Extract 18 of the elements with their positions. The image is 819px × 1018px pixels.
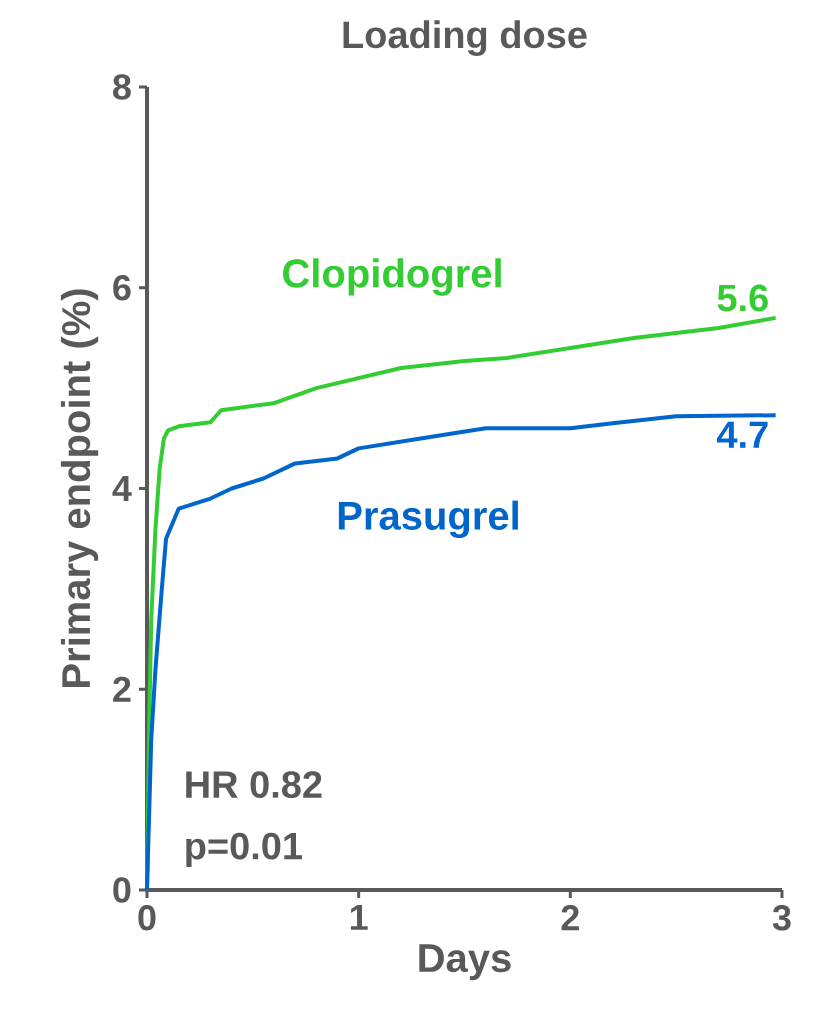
y-tick-label: 4: [112, 476, 132, 501]
y-tick-label: 8: [113, 74, 131, 100]
x-tick-label: 3: [772, 905, 791, 931]
chart-title: Loading dose: [343, 20, 587, 56]
y-tick-label: 0: [113, 877, 131, 903]
x-tick-label: 2: [561, 905, 579, 931]
series-label: Clopidogrel: [283, 258, 501, 296]
y-axis-title: Primary endpoint (%): [60, 289, 99, 687]
series-label: Prasugrel: [338, 500, 518, 539]
x-axis-title: Days: [419, 944, 511, 981]
annotation: 4.7: [716, 421, 768, 448]
annotation: 5.6: [717, 284, 768, 312]
x-tick-label: 1: [350, 905, 368, 930]
annotation: HR 0.82: [186, 771, 322, 799]
y-tick-label: 2: [113, 676, 131, 702]
x-tick-label: 0: [138, 905, 156, 931]
annotation: p=0.01: [186, 832, 302, 868]
y-tick-label: 6: [113, 275, 131, 301]
